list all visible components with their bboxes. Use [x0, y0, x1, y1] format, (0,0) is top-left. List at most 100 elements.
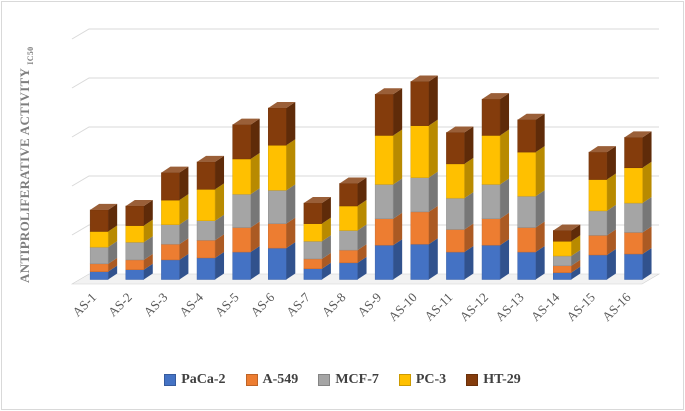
bar-top — [232, 118, 260, 125]
bar-side-ht-29 — [642, 131, 652, 168]
bar-segment-paca-2 — [553, 272, 572, 280]
bar-side-mcf-7 — [250, 188, 260, 228]
y-axis-label: ANTIPROLIFERATIVE ACTIVITY IC50 — [17, 46, 35, 284]
bar-side-paca-2 — [108, 265, 118, 280]
bar-segment-pc-3 — [481, 135, 501, 185]
bar-side-pc-3 — [393, 129, 403, 185]
bar-side-pc-3 — [642, 161, 652, 204]
bar-segment-ht-29 — [339, 183, 358, 207]
bar-segment-a-549 — [161, 243, 180, 261]
legend-label: PaCa-2 — [181, 372, 226, 387]
x-tick-label: AS-7 — [283, 289, 313, 319]
bar-segment-paca-2 — [268, 247, 287, 280]
bar-segment-paca-2 — [339, 262, 358, 280]
legend-label: PC-3 — [415, 372, 447, 387]
x-tick-label: AS-3 — [141, 290, 171, 320]
bar-side-a-549 — [571, 259, 581, 273]
bar-segment-ht-29 — [89, 209, 109, 232]
x-tick-label: AS-9 — [354, 290, 384, 320]
bar-side-paca-2 — [428, 238, 438, 280]
x-tick-label: AS-4 — [176, 289, 206, 319]
x-tick-label: AS-6 — [247, 289, 277, 319]
bar-segment-a-549 — [232, 227, 251, 253]
bar-side-mcf-7 — [393, 178, 403, 219]
bar-segment-paca-2 — [410, 243, 430, 280]
bar-side-a-549 — [143, 253, 153, 270]
bar-segment-ht-29 — [374, 94, 394, 136]
bar-segment-ht-29 — [588, 151, 608, 180]
bar-top — [624, 131, 652, 138]
bar-side-a-549 — [393, 212, 403, 246]
legend-swatch — [466, 374, 479, 386]
bar-segment-mcf-7 — [303, 241, 323, 260]
bar-side-mcf-7 — [571, 249, 581, 266]
bar-segment-ht-29 — [196, 161, 216, 190]
bar-segment-pc-3 — [446, 163, 465, 199]
bar-segment-paca-2 — [446, 251, 465, 280]
bar-top — [339, 177, 367, 184]
bar-side-a-549 — [357, 244, 367, 263]
bar-segment-pc-3 — [553, 241, 572, 257]
bar-side-a-549 — [500, 212, 510, 246]
bar-side-mcf-7 — [606, 204, 616, 236]
bar-side-a-549 — [215, 234, 225, 258]
bar-segment-ht-29 — [268, 107, 287, 146]
bar-side-a-549 — [321, 252, 331, 269]
bar-segment-mcf-7 — [553, 255, 572, 267]
bar-side-ht-29 — [250, 118, 260, 159]
bar-segment-a-549 — [588, 235, 608, 256]
bar-side-ht-29 — [606, 146, 616, 180]
bar-side-pc-3 — [357, 200, 367, 231]
bar-side-a-549 — [535, 221, 545, 253]
x-tick-label: AS-10 — [385, 290, 420, 325]
bar-segment-mcf-7 — [410, 177, 430, 213]
bar-side-pc-3 — [571, 235, 581, 256]
bar-segment-a-549 — [481, 218, 501, 246]
bar-segment-paca-2 — [374, 244, 394, 280]
x-tick-label: AS-2 — [105, 290, 135, 320]
bar-side-a-549 — [464, 223, 474, 253]
gridline — [71, 28, 659, 40]
legend-swatch — [318, 374, 331, 386]
bar-segment-paca-2 — [196, 257, 216, 280]
bar-side-a-549 — [108, 257, 118, 272]
bar-side-a-549 — [642, 226, 652, 255]
bar-side-mcf-7 — [535, 190, 545, 228]
bar-segment-pc-3 — [410, 125, 430, 178]
bar-segment-ht-29 — [553, 230, 572, 242]
bar-segment-a-549 — [410, 211, 430, 245]
bar-side-mcf-7 — [357, 224, 367, 251]
bar-top — [303, 197, 331, 204]
legend-item: PC-3 — [398, 372, 447, 388]
bar-segment-pc-3 — [232, 158, 251, 195]
bar-top — [446, 126, 474, 133]
bar-side-pc-3 — [500, 129, 510, 185]
bar-top — [268, 102, 296, 108]
bar-side-a-549 — [286, 217, 296, 249]
bar-segment-mcf-7 — [196, 220, 216, 241]
bar-side-pc-3 — [143, 219, 153, 243]
bar-segment-mcf-7 — [268, 190, 287, 224]
bar-segment-mcf-7 — [588, 210, 608, 236]
bar-segment-mcf-7 — [481, 184, 501, 219]
bar-side-pc-3 — [321, 217, 331, 242]
bar-side-paca-2 — [464, 246, 474, 280]
bar-segment-a-549 — [196, 240, 216, 259]
bar-segment-ht-29 — [410, 81, 430, 126]
bar-side-paca-2 — [286, 242, 296, 280]
bar-side-pc-3 — [464, 157, 474, 199]
bar-segment-paca-2 — [161, 259, 180, 280]
bar-side-ht-29 — [108, 203, 118, 232]
x-tick-label: AS-15 — [563, 290, 598, 325]
bar-segment-ht-29 — [232, 124, 251, 160]
bar-side-mcf-7 — [215, 214, 225, 241]
bar-segment-a-549 — [446, 229, 465, 253]
bar-top — [197, 155, 225, 162]
x-tick-label: AS-11 — [421, 290, 455, 324]
bar-side-paca-2 — [215, 251, 225, 280]
bar-segment-pc-3 — [303, 223, 323, 242]
bar-side-paca-2 — [535, 246, 545, 280]
bar-segment-mcf-7 — [161, 224, 180, 245]
bar-segment-pc-3 — [161, 199, 180, 225]
bar-top — [553, 224, 581, 231]
